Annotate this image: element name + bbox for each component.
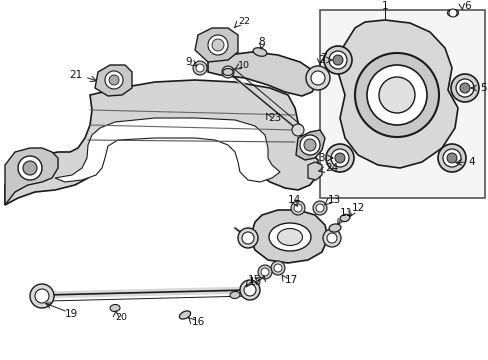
Text: 16: 16	[192, 317, 205, 327]
Ellipse shape	[223, 68, 232, 76]
Bar	[319, 10, 484, 198]
Polygon shape	[307, 162, 321, 180]
Circle shape	[258, 265, 271, 279]
Text: 14: 14	[287, 195, 300, 205]
Circle shape	[240, 280, 260, 300]
Circle shape	[261, 268, 268, 276]
Text: 9: 9	[185, 57, 192, 67]
Polygon shape	[95, 65, 132, 96]
Polygon shape	[207, 52, 317, 96]
Ellipse shape	[339, 215, 349, 222]
Text: 22: 22	[238, 18, 249, 27]
Ellipse shape	[229, 292, 240, 298]
Circle shape	[328, 51, 346, 69]
Polygon shape	[337, 20, 457, 168]
Circle shape	[30, 284, 54, 308]
Ellipse shape	[179, 311, 190, 319]
Circle shape	[325, 144, 353, 172]
Text: 11: 11	[339, 208, 352, 218]
Ellipse shape	[268, 223, 310, 251]
Circle shape	[312, 201, 326, 215]
Circle shape	[18, 156, 42, 180]
Circle shape	[105, 71, 123, 89]
Polygon shape	[249, 210, 327, 263]
Circle shape	[242, 232, 253, 244]
Circle shape	[334, 153, 345, 163]
Circle shape	[442, 149, 460, 167]
Circle shape	[378, 77, 414, 113]
Text: 12: 12	[351, 203, 365, 213]
Circle shape	[299, 135, 319, 155]
Text: 3: 3	[318, 153, 325, 163]
Text: 13: 13	[327, 195, 341, 205]
Circle shape	[238, 228, 258, 248]
Circle shape	[324, 46, 351, 74]
Text: 20: 20	[115, 314, 127, 323]
Text: 18: 18	[248, 277, 262, 287]
Text: 8: 8	[258, 37, 265, 47]
Circle shape	[212, 39, 224, 51]
Ellipse shape	[253, 48, 266, 56]
Ellipse shape	[277, 229, 302, 246]
Text: 24: 24	[325, 163, 338, 173]
Circle shape	[109, 75, 119, 85]
Polygon shape	[55, 118, 280, 182]
Circle shape	[293, 204, 302, 212]
Circle shape	[315, 204, 324, 212]
Circle shape	[459, 83, 469, 93]
Circle shape	[222, 66, 234, 78]
Text: 2: 2	[318, 55, 325, 65]
Text: 10: 10	[238, 60, 249, 69]
Text: 23: 23	[267, 113, 281, 123]
Circle shape	[332, 55, 342, 65]
Polygon shape	[295, 130, 325, 160]
Circle shape	[330, 149, 348, 167]
Circle shape	[448, 9, 456, 17]
Text: 1: 1	[381, 1, 387, 11]
Text: 7: 7	[319, 53, 326, 63]
Circle shape	[450, 74, 478, 102]
Text: 17: 17	[285, 275, 298, 285]
Circle shape	[437, 144, 465, 172]
Circle shape	[455, 79, 473, 97]
Circle shape	[446, 153, 456, 163]
Circle shape	[290, 201, 305, 215]
Circle shape	[196, 64, 203, 72]
Circle shape	[310, 71, 325, 85]
Polygon shape	[5, 148, 58, 205]
Text: 6: 6	[464, 1, 470, 11]
Circle shape	[291, 124, 304, 136]
Circle shape	[354, 53, 438, 137]
Ellipse shape	[447, 9, 458, 17]
Text: 15: 15	[247, 275, 261, 285]
Ellipse shape	[110, 305, 120, 311]
Circle shape	[244, 284, 256, 296]
Circle shape	[193, 61, 206, 75]
Polygon shape	[5, 80, 317, 205]
Circle shape	[207, 35, 227, 55]
Circle shape	[366, 65, 426, 125]
Text: 5: 5	[479, 83, 486, 93]
Circle shape	[23, 161, 37, 175]
Text: 19: 19	[65, 309, 78, 319]
Circle shape	[323, 229, 340, 247]
Text: 4: 4	[467, 157, 474, 167]
Circle shape	[305, 66, 329, 90]
Polygon shape	[195, 28, 238, 62]
Circle shape	[35, 289, 49, 303]
Ellipse shape	[328, 224, 340, 232]
Circle shape	[273, 264, 282, 272]
Circle shape	[326, 233, 336, 243]
Text: 21: 21	[70, 70, 83, 80]
Circle shape	[270, 261, 285, 275]
Circle shape	[304, 139, 315, 151]
